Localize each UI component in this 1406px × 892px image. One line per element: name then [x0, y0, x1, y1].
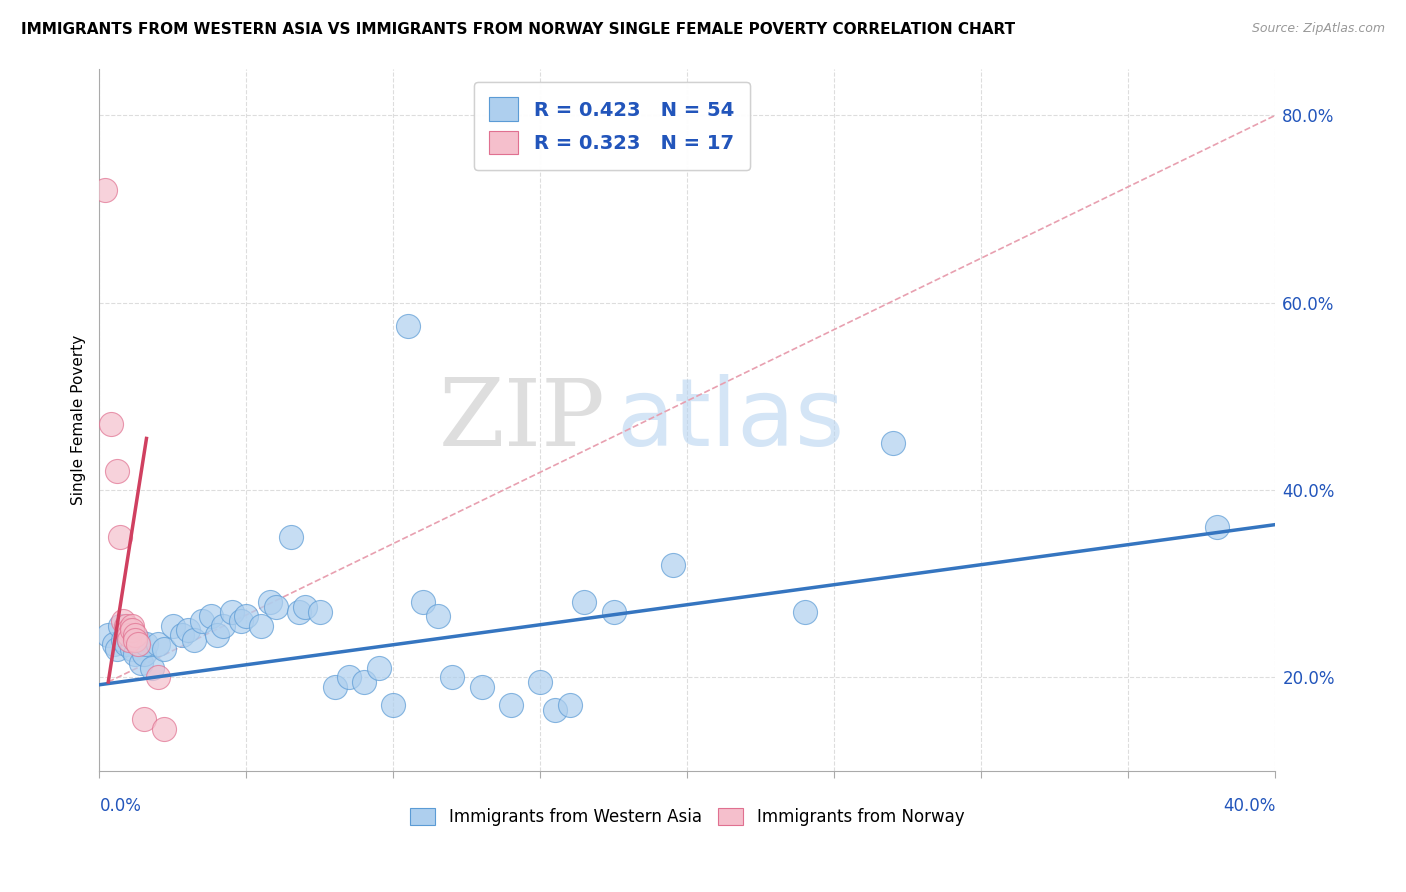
Point	[153, 722, 176, 736]
Text: 40.0%: 40.0%	[1223, 797, 1275, 815]
Point	[141, 661, 163, 675]
Text: IMMIGRANTS FROM WESTERN ASIA VS IMMIGRANTS FROM NORWAY SINGLE FEMALE POVERTY COR: IMMIGRANTS FROM WESTERN ASIA VS IMMIGRAN…	[21, 22, 1015, 37]
Point	[118, 628, 141, 642]
Point	[124, 632, 146, 647]
Point	[212, 619, 235, 633]
Point	[661, 558, 683, 572]
Text: atlas: atlas	[617, 374, 845, 466]
Point	[183, 632, 205, 647]
Point	[121, 624, 143, 638]
Point	[441, 670, 464, 684]
Point	[129, 657, 152, 671]
Point	[124, 628, 146, 642]
Point	[127, 638, 149, 652]
Point	[118, 632, 141, 647]
Point	[323, 680, 346, 694]
Point	[294, 600, 316, 615]
Text: ZIP: ZIP	[439, 375, 605, 465]
Point	[574, 595, 596, 609]
Point	[412, 595, 434, 609]
Point	[280, 530, 302, 544]
Point	[148, 670, 170, 684]
Point	[118, 624, 141, 638]
Point	[103, 638, 125, 652]
Point	[529, 675, 551, 690]
Point	[200, 609, 222, 624]
Point	[288, 605, 311, 619]
Point	[108, 530, 131, 544]
Point	[229, 614, 252, 628]
Point	[132, 647, 155, 661]
Point	[108, 619, 131, 633]
Text: 0.0%: 0.0%	[100, 797, 142, 815]
Point	[115, 638, 138, 652]
Point	[105, 464, 128, 478]
Point	[794, 605, 817, 619]
Point	[367, 661, 389, 675]
Point	[118, 632, 141, 647]
Point	[471, 680, 494, 694]
Point	[176, 624, 198, 638]
Point	[250, 619, 273, 633]
Point	[97, 628, 120, 642]
Point	[162, 619, 184, 633]
Point	[396, 319, 419, 334]
Point	[153, 642, 176, 657]
Point	[124, 647, 146, 661]
Point	[191, 614, 214, 628]
Point	[121, 642, 143, 657]
Point	[337, 670, 360, 684]
Y-axis label: Single Female Poverty: Single Female Poverty	[72, 334, 86, 505]
Point	[544, 703, 567, 717]
Point	[882, 436, 904, 450]
Point	[100, 417, 122, 432]
Point	[235, 609, 257, 624]
Point	[426, 609, 449, 624]
Point	[382, 698, 405, 713]
Point	[309, 605, 332, 619]
Point	[558, 698, 581, 713]
Point	[170, 628, 193, 642]
Point	[264, 600, 287, 615]
Point	[115, 619, 138, 633]
Point	[259, 595, 281, 609]
Text: Source: ZipAtlas.com: Source: ZipAtlas.com	[1251, 22, 1385, 36]
Point	[148, 638, 170, 652]
Point	[132, 713, 155, 727]
Point	[94, 183, 117, 197]
Point	[221, 605, 243, 619]
Point	[105, 642, 128, 657]
Point	[135, 638, 157, 652]
Point	[603, 605, 626, 619]
Point	[353, 675, 375, 690]
Point	[1205, 520, 1227, 534]
Point	[499, 698, 522, 713]
Point	[111, 614, 134, 628]
Legend: R = 0.423   N = 54, R = 0.323   N = 17: R = 0.423 N = 54, R = 0.323 N = 17	[474, 82, 749, 170]
Point	[121, 619, 143, 633]
Point	[205, 628, 228, 642]
Point	[111, 632, 134, 647]
Point	[127, 632, 149, 647]
